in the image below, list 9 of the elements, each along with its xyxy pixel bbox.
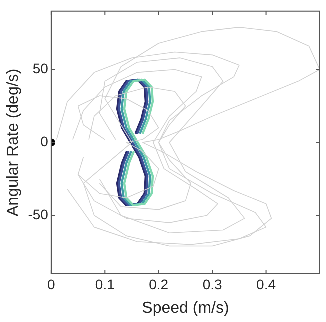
x-tick-label: 0.3 [202, 276, 223, 292]
x-axis-title: Speed (m/s) [142, 300, 230, 317]
x-tick-label: 0.1 [95, 276, 116, 292]
y-axis-title: Angular Rate (deg/s) [5, 68, 22, 217]
y-tick-label: -50 [28, 206, 49, 223]
x-tick-label: 0.2 [149, 276, 169, 292]
x-tick-label: 0.4 [256, 276, 276, 292]
y-tick-label: 0 [40, 134, 49, 150]
y-tick-label: 50 [32, 60, 49, 77]
